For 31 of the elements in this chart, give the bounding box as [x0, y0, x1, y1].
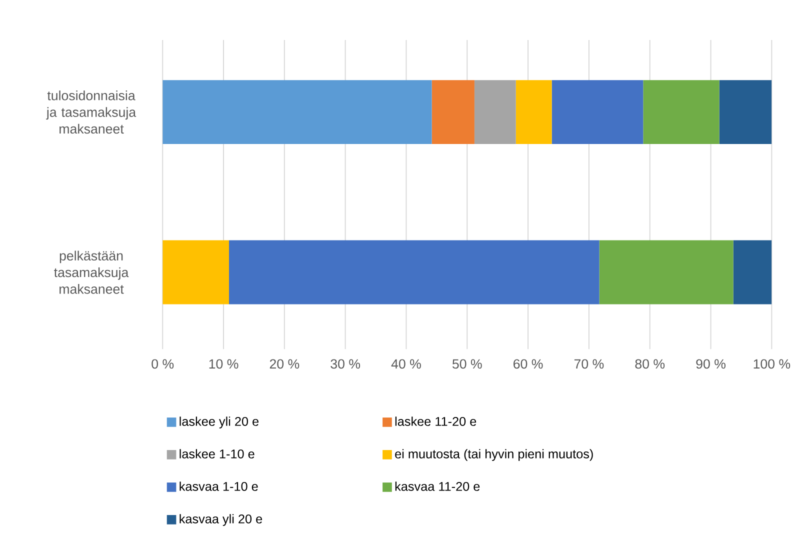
bar — [643, 80, 720, 144]
x-tick-label: 80 % — [635, 359, 665, 369]
bar — [432, 80, 474, 144]
x-tick-label: 40 % — [391, 359, 421, 369]
legend-label: laskee 11-20 e — [395, 416, 476, 426]
x-tick-label: 10 % — [209, 359, 238, 369]
x-tick-label: 100 % — [754, 359, 790, 369]
x-tick-label: 0 % — [152, 359, 174, 369]
x-tick-label: 90 % — [696, 359, 726, 369]
y-tick-label: tulosidonnaisia ja tasamaksuja maksaneet — [46, 90, 136, 134]
legend-label: kasvaa yli 20 e — [180, 514, 262, 526]
x-tick-label: 60 % — [514, 359, 543, 369]
x-tick-label: 20 % — [270, 359, 300, 369]
legend-label: laskee yli 20 e — [180, 416, 259, 428]
bar — [474, 80, 516, 144]
legend-label: kasvaa 11-20 e — [395, 482, 480, 491]
x-tick-label: 70 % — [574, 359, 604, 369]
bar — [162, 80, 432, 144]
bar — [162, 240, 229, 304]
x-tick-label: 30 % — [330, 359, 360, 369]
bar — [599, 240, 734, 304]
y-tick-label: pelkästään tasamaksuja maksaneet — [54, 250, 129, 294]
bar — [733, 240, 772, 304]
legend-label: kasvaa 1-10 e — [180, 482, 258, 491]
bar — [719, 80, 772, 144]
legend-label: laskee 1-10 e — [180, 449, 254, 458]
bar — [228, 240, 600, 304]
bar — [552, 80, 644, 144]
legend-label: ei muutosta (tai hyvin pieni muutos) — [395, 449, 593, 461]
x-tick-label: 50 % — [452, 359, 482, 369]
bar — [516, 80, 552, 144]
